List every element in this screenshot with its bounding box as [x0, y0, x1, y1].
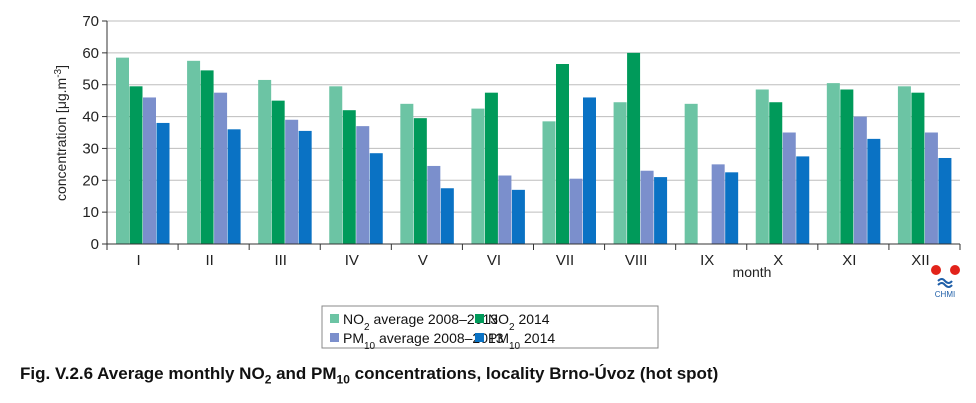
bar: [285, 119, 299, 244]
x-tick-label: VIII: [625, 252, 648, 269]
bar: [329, 86, 343, 244]
logo-dot-icon: [931, 265, 941, 275]
x-tick-label: X: [773, 252, 783, 269]
bar: [711, 164, 725, 244]
figure-caption: Fig. V.2.6 Average monthly NO2 and PM10 …: [20, 364, 719, 387]
bar: [258, 79, 272, 244]
bar: [782, 132, 796, 244]
logo-wave-icon: [937, 278, 953, 284]
x-tick-label: III: [274, 252, 287, 269]
x-tick-label: I: [136, 252, 140, 269]
legend-label: PM10 average 2008–2013: [343, 330, 504, 352]
y-tick-label: 10: [82, 204, 99, 221]
y-tick-label: 20: [82, 172, 99, 189]
bar: [298, 130, 312, 244]
legend-label: NO2 2014: [488, 311, 550, 333]
bar: [897, 86, 911, 244]
legend-swatch: [475, 333, 484, 342]
bar: [427, 165, 441, 244]
chmi-logo: CHMI: [931, 265, 960, 299]
x-tick-label: II: [205, 252, 213, 269]
y-tick-label: 0: [91, 236, 99, 253]
bar: [853, 116, 867, 244]
bar: [227, 129, 241, 244]
y-tick-label: 30: [82, 140, 99, 157]
bar: [755, 89, 769, 244]
x-tick-label: IX: [700, 252, 714, 269]
x-tick-label: V: [418, 252, 428, 269]
bar: [938, 157, 952, 244]
logo-text: CHMI: [935, 290, 955, 299]
bar: [271, 100, 285, 245]
x-tick-label: XII: [911, 252, 929, 269]
bar: [484, 92, 498, 244]
gridlines: [107, 20, 960, 213]
bar: [511, 189, 525, 244]
bar: [214, 92, 228, 244]
bar: [498, 175, 512, 244]
legend-box: [321, 305, 659, 349]
bar: [725, 172, 739, 244]
bar: [400, 103, 414, 244]
x-tick-label: VII: [556, 252, 574, 269]
x-axis-label: month: [733, 264, 772, 280]
bar: [583, 97, 596, 244]
bar: [654, 177, 668, 244]
legend-swatch: [475, 314, 484, 323]
bar: [627, 52, 641, 244]
bar: [911, 92, 925, 244]
logo-wave-icon: [937, 282, 953, 288]
bar: [796, 156, 810, 244]
legend-label: NO2 average 2008–2013: [343, 311, 498, 333]
bar: [187, 60, 201, 245]
bar: [640, 170, 654, 244]
bar: [471, 108, 485, 244]
bar: [129, 86, 143, 244]
logo-half-dot-icon: [944, 265, 949, 275]
bar: [413, 118, 427, 244]
x-ticks: I II III IV V VI VII VIII IX X XI XII: [106, 244, 961, 269]
y-ticks: 0 10 20 30 40 50 60 70: [82, 13, 107, 253]
y-tick-label: 60: [82, 45, 99, 62]
bar: [613, 102, 627, 244]
bar: [200, 70, 214, 244]
y-axis-label: concentration [μg.m-3]: [53, 65, 70, 201]
logo-dot-icon: [950, 265, 960, 275]
y-tick-label: 70: [82, 13, 99, 30]
y-tick-label: 40: [82, 109, 99, 126]
x-tick-label: VI: [487, 252, 501, 269]
legend-swatch: [330, 333, 339, 342]
bar: [840, 89, 854, 244]
bar: [867, 138, 881, 244]
x-tick-label: IV: [345, 252, 359, 269]
bar: [556, 64, 569, 244]
bar: [356, 126, 370, 244]
legend-swatch: [330, 314, 339, 323]
y-tick-label: 50: [82, 77, 99, 94]
bar: [769, 102, 783, 244]
bar: [542, 121, 556, 244]
bar: [156, 122, 170, 244]
bar: [143, 97, 156, 244]
bar: [116, 57, 129, 245]
bar: [342, 110, 356, 244]
bar: [569, 178, 583, 244]
bar: [684, 103, 698, 244]
bars: [116, 52, 952, 245]
bar: [826, 83, 840, 244]
bar: [440, 188, 454, 244]
x-tick-label: XI: [842, 252, 856, 269]
bar: [924, 132, 938, 244]
legend-label: PM10 2014: [488, 330, 555, 352]
bar: [369, 153, 383, 244]
